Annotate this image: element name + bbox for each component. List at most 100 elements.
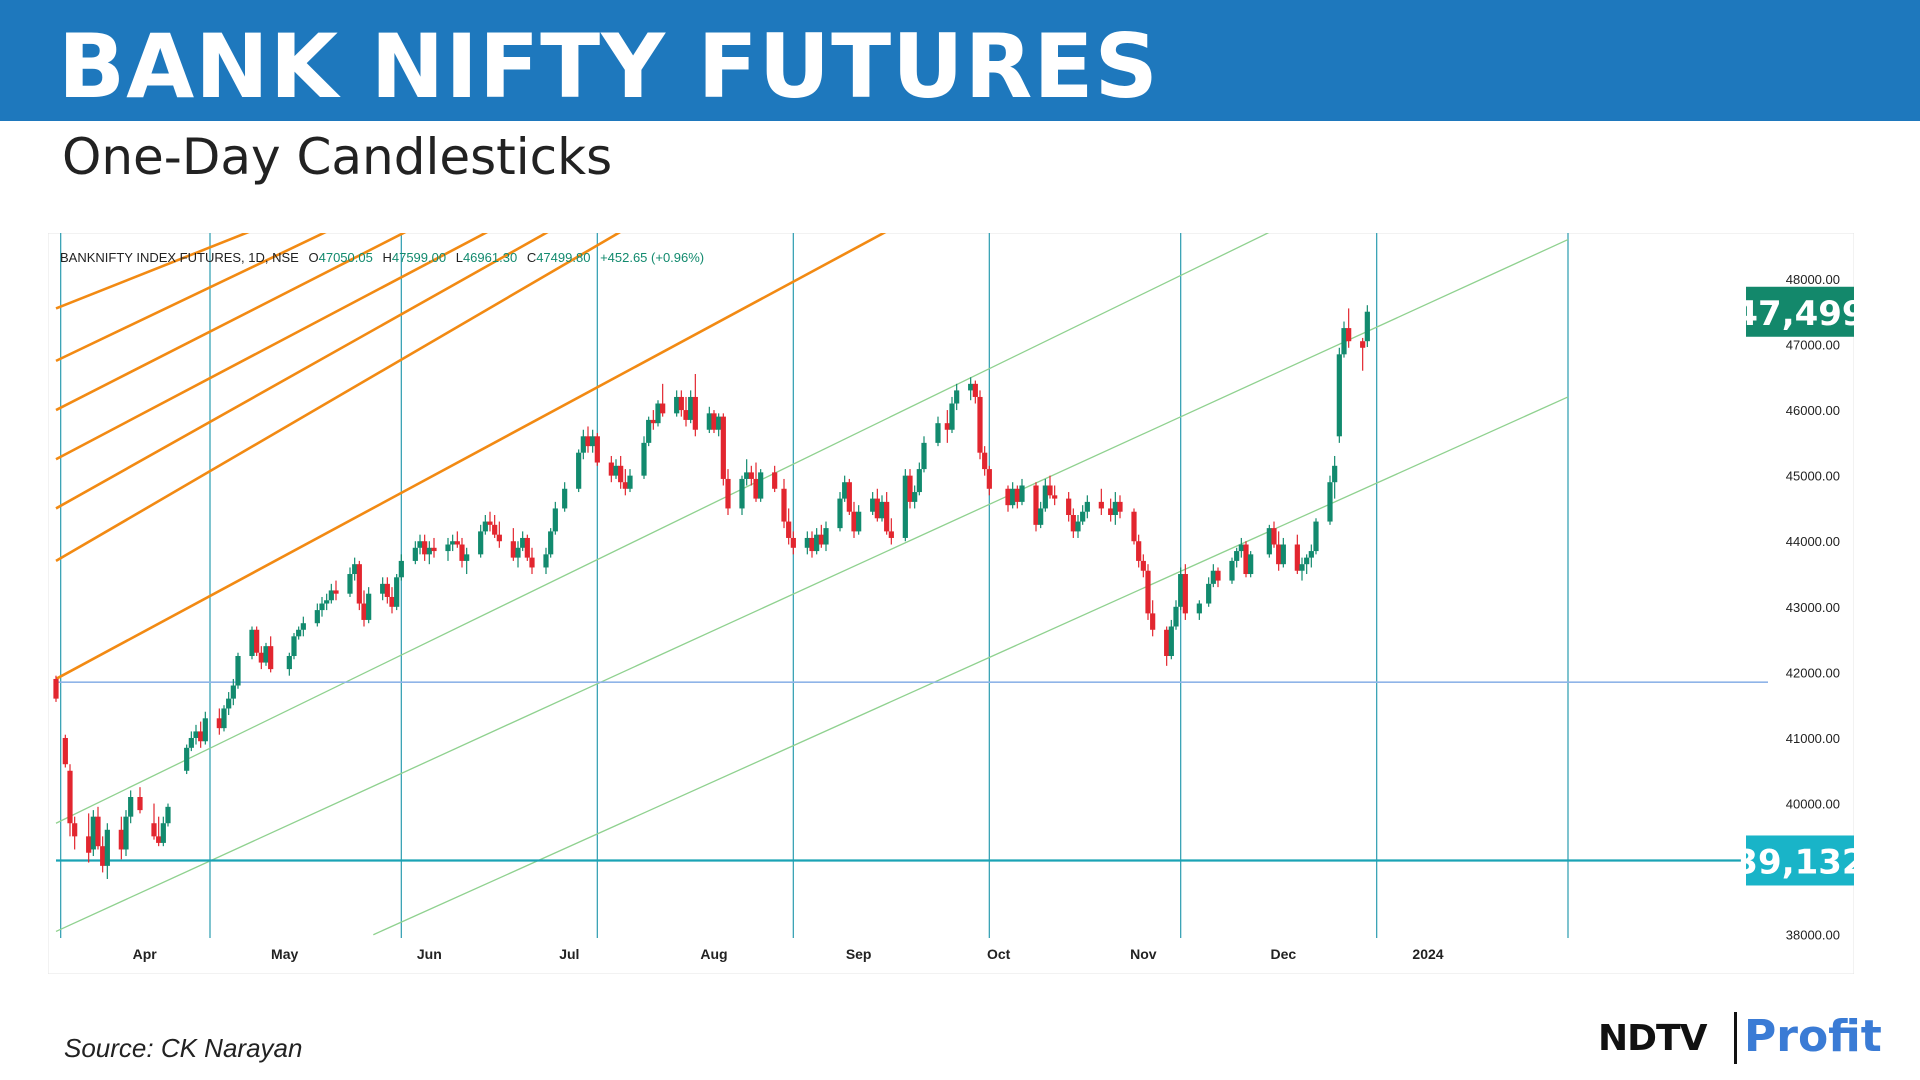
candle-body	[1360, 341, 1366, 348]
legend-high-label: H	[382, 250, 391, 265]
candle-body	[72, 823, 78, 837]
candle-body	[431, 547, 437, 552]
candle-body	[1131, 511, 1137, 542]
candle-body	[884, 501, 890, 532]
x-axis: Apr May Jun Jul Aug Sep Oct Nov Dec 2024	[133, 946, 1444, 962]
y-tick-label: 48000.00	[1786, 272, 1840, 287]
x-tick-label: Jun	[417, 946, 442, 962]
candle-body	[809, 537, 815, 552]
candle-body	[314, 610, 320, 624]
candle-body	[1038, 508, 1044, 525]
candle-body	[1234, 551, 1240, 561]
candle-body	[1084, 501, 1090, 512]
candle-body	[725, 478, 731, 509]
legend-low-label: L	[456, 250, 463, 265]
candle-body	[1047, 485, 1053, 496]
y-tick-label: 43000.00	[1786, 600, 1840, 615]
candle-body	[100, 846, 106, 866]
candle-body	[524, 537, 530, 558]
candle-body	[151, 823, 157, 837]
candle-body	[1248, 554, 1254, 575]
candle-body	[874, 498, 880, 519]
candle-body	[851, 511, 857, 532]
candle-body	[1014, 488, 1020, 502]
candle-body	[627, 475, 633, 489]
candle-body	[748, 472, 754, 479]
candle-body	[744, 472, 750, 479]
candle-body	[781, 488, 787, 522]
candle-body	[1033, 485, 1039, 525]
fan-line	[55, 233, 887, 681]
y-tick-label: 44000.00	[1786, 534, 1840, 549]
legend-low-value: 46961.30	[463, 250, 517, 265]
candle-body	[520, 537, 526, 548]
candle-body	[492, 524, 498, 535]
candle-body	[459, 544, 465, 561]
candle-body	[804, 537, 810, 548]
candle-body	[1075, 521, 1081, 532]
candle-body	[300, 623, 306, 630]
source-note: Source: CK Narayan	[64, 1033, 303, 1063]
candle-body	[398, 560, 404, 578]
candle-body	[515, 547, 521, 558]
candle-body	[674, 396, 680, 414]
candle-body	[1313, 521, 1319, 552]
candle-body	[454, 541, 460, 545]
candle-body	[1070, 515, 1076, 532]
x-tick-label: Sep	[846, 946, 872, 962]
candle-body	[86, 836, 92, 853]
candle-body	[1308, 551, 1314, 558]
candle-body	[902, 475, 908, 538]
candle-body	[1266, 528, 1272, 555]
candle-body	[422, 541, 428, 555]
candle-body	[772, 472, 778, 489]
candle-body	[123, 816, 129, 850]
candle-body	[655, 403, 661, 424]
candle-body	[711, 413, 717, 430]
candle-body	[650, 419, 656, 424]
candle-body	[552, 508, 558, 532]
candle-body	[1271, 528, 1277, 545]
candle-body	[1140, 560, 1146, 571]
candle-body	[1238, 544, 1244, 552]
candle-body	[1229, 560, 1235, 581]
candle-body	[478, 531, 484, 555]
candle-body	[356, 564, 362, 604]
candle-body	[608, 462, 614, 476]
x-tick-label: 2024	[1412, 946, 1443, 962]
candle-body	[137, 797, 143, 811]
candle-body	[104, 829, 110, 866]
candle-body	[1168, 626, 1174, 656]
candle-body	[1066, 498, 1072, 515]
candle-body	[1196, 603, 1202, 614]
candle-body	[417, 541, 423, 548]
y-tick-label: 47000.00	[1786, 337, 1840, 352]
candle-body	[870, 498, 876, 512]
candle-body	[1005, 488, 1011, 506]
candle-body	[286, 656, 292, 670]
candle-body	[576, 452, 582, 489]
candle-body	[562, 488, 568, 509]
candle-body	[1364, 311, 1370, 342]
candle-body	[1182, 574, 1188, 614]
x-tick-label: Nov	[1130, 946, 1157, 962]
candle-body	[660, 403, 666, 414]
candle-body	[268, 646, 274, 670]
candle-body	[1136, 541, 1142, 561]
candle-body	[496, 534, 502, 542]
y-tick-label: 38000.00	[1786, 928, 1840, 943]
candle-body	[982, 452, 988, 470]
y-tick-label: 41000.00	[1786, 731, 1840, 746]
logo-divider	[1734, 1012, 1737, 1064]
candle-body	[62, 737, 68, 765]
fan-line	[55, 233, 407, 412]
candle-body	[818, 534, 824, 545]
candle-body	[753, 478, 759, 499]
fan-line	[55, 233, 549, 510]
chart-title: BANK NIFTY FUTURES	[58, 15, 1159, 118]
candle-body	[1243, 544, 1249, 575]
candle-body	[594, 436, 600, 463]
candle-body	[678, 396, 684, 411]
candle-body	[361, 603, 367, 620]
x-tick-label: May	[271, 946, 298, 962]
